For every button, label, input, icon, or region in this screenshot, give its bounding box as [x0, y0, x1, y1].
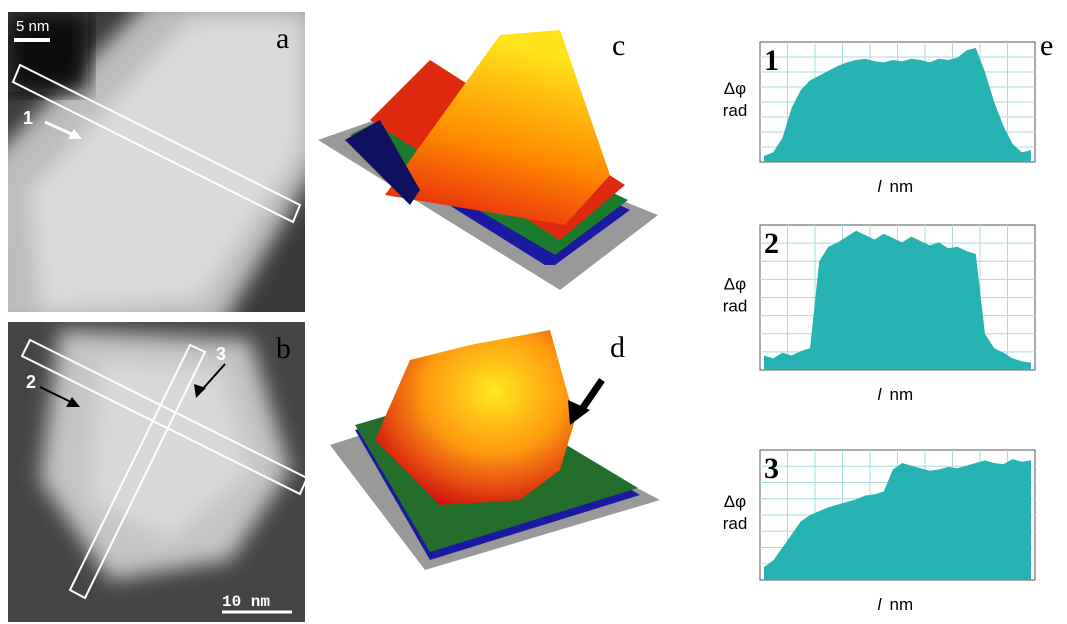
y-label: rad	[723, 297, 748, 316]
x-label: l	[878, 385, 883, 404]
x-label: l	[878, 595, 883, 614]
surface-plot-d	[330, 330, 660, 570]
scale-bar-label: 10 nm	[222, 593, 270, 611]
scale-bar-label: 5 nm	[16, 18, 49, 35]
y-label: rad	[723, 101, 748, 120]
x-label: nm	[890, 177, 914, 196]
x-label: nm	[890, 595, 914, 614]
profile-number: 2	[764, 227, 779, 260]
panel-label: e	[1040, 29, 1053, 62]
image-a	[0, 0, 320, 330]
y-label: Δφ	[724, 492, 746, 511]
panel-label: c	[612, 29, 625, 62]
surface-plot-c	[318, 30, 658, 290]
y-label: Δφ	[724, 79, 746, 98]
marker-label: 3	[216, 344, 226, 364]
x-label: l	[878, 177, 883, 196]
panel-label: a	[276, 22, 289, 55]
image-b	[8, 322, 307, 622]
panel-label: d	[610, 331, 625, 364]
marker-label: 2	[26, 372, 36, 392]
panel-label: b	[276, 332, 291, 365]
profile-number: 3	[764, 452, 779, 485]
y-label: rad	[723, 514, 748, 533]
x-label: nm	[890, 385, 914, 404]
marker-label: 1	[23, 108, 33, 128]
y-label: Δφ	[724, 275, 746, 294]
profile-number: 1	[764, 44, 779, 77]
figure: 5 nm 1 a 2 3 10 nm b c d e 1Δφradlnm2Δφr…	[0, 0, 1067, 624]
